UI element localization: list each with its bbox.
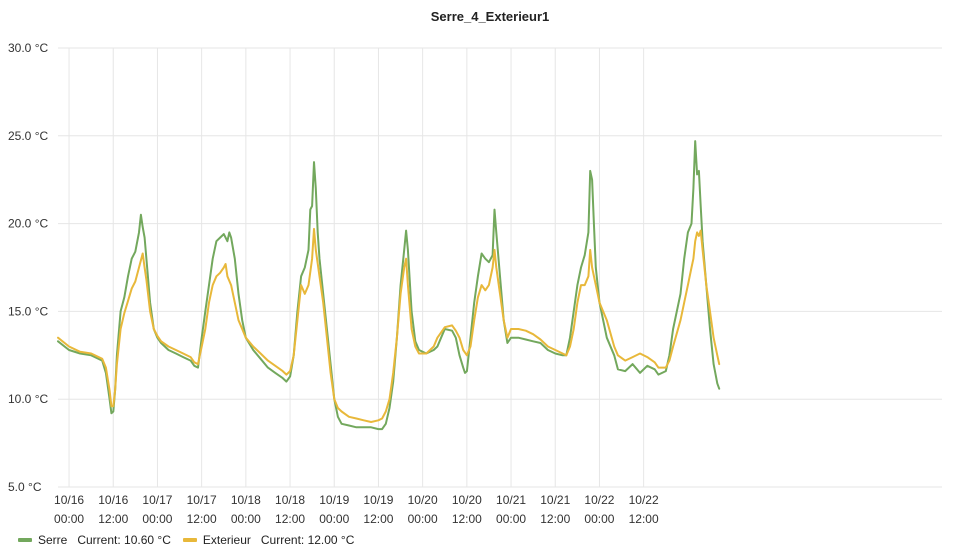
y-tick-label: 10.0 °C	[8, 392, 48, 406]
x-tick-label-time: 00:00	[408, 512, 438, 526]
legend-current-exterieur: Current: 12.00 °C	[260, 533, 355, 547]
x-tick-label-time: 12:00	[452, 512, 482, 526]
grid	[58, 47, 942, 488]
y-tick-label: 25.0 °C	[8, 129, 48, 143]
x-tick-label-time: 00:00	[496, 512, 526, 526]
x-tick-label-date: 10/16	[54, 493, 84, 507]
x-tick-label-time: 00:00	[142, 512, 172, 526]
x-tick-label-date: 10/17	[187, 493, 217, 507]
series-lines	[57, 140, 721, 431]
legend: Serre Current: 10.60 °C Exterieur Curren…	[18, 533, 354, 547]
x-tick-label-date: 10/21	[496, 493, 526, 507]
x-tick-label-date: 10/18	[231, 493, 261, 507]
x-tick-label-time: 00:00	[319, 512, 349, 526]
x-tick-label-date: 10/22	[584, 493, 614, 507]
x-tick-label-date: 10/19	[319, 493, 349, 507]
x-tick-label-time: 12:00	[187, 512, 217, 526]
x-tick-label-time: 00:00	[231, 512, 261, 526]
y-tick-label: 5.0 °C	[8, 480, 42, 494]
x-tick-label-time: 00:00	[584, 512, 614, 526]
x-axis-labels: 10/16 00:00 10/16 12:00 10/17 00:00 10/17 12:00…	[54, 493, 659, 526]
x-tick-label-date: 10/17	[142, 493, 172, 507]
x-tick-label-date: 10/19	[363, 493, 393, 507]
legend-current-serre: Current: 10.60 °C	[77, 533, 171, 547]
x-tick-label-date: 10/22	[629, 493, 659, 507]
x-tick-label-time: 12:00	[629, 512, 659, 526]
x-tick-label-time: 12:00	[363, 512, 393, 526]
legend-swatch-serre	[18, 538, 32, 542]
x-tick-label-date: 10/18	[275, 493, 305, 507]
x-tick-label-time: 12:00	[540, 512, 570, 526]
x-tick-label-time: 12:00	[275, 512, 305, 526]
y-tick-label: 15.0 °C	[8, 304, 48, 318]
legend-item-exterieur[interactable]: Exterieur Current: 12.00 °C	[182, 533, 355, 547]
legend-swatch-exterieur	[182, 538, 197, 542]
y-axis-labels: 5.0 °C 10.0 °C 15.0 °C 20.0 °C 25.0 °C 30.0 °…	[8, 41, 48, 494]
x-tick-label-date: 10/21	[540, 493, 570, 507]
y-tick-label: 20.0 °C	[8, 217, 48, 231]
legend-label-serre: Serre	[38, 533, 68, 547]
x-tick-label-date: 10/16	[98, 493, 128, 507]
series-line-exterieur	[57, 227, 721, 423]
x-tick-label-time: 00:00	[54, 512, 84, 526]
legend-item-serre[interactable]: Serre Current: 10.60 °C	[18, 533, 171, 547]
chart-title: Serre_4_Exterieur1	[431, 9, 550, 24]
x-tick-label-date: 10/20	[408, 493, 438, 507]
y-tick-label: 30.0 °C	[8, 41, 48, 55]
legend-label-exterieur: Exterieur	[202, 533, 251, 547]
x-tick-label-time: 12:00	[98, 512, 128, 526]
x-tick-label-date: 10/20	[452, 493, 482, 507]
